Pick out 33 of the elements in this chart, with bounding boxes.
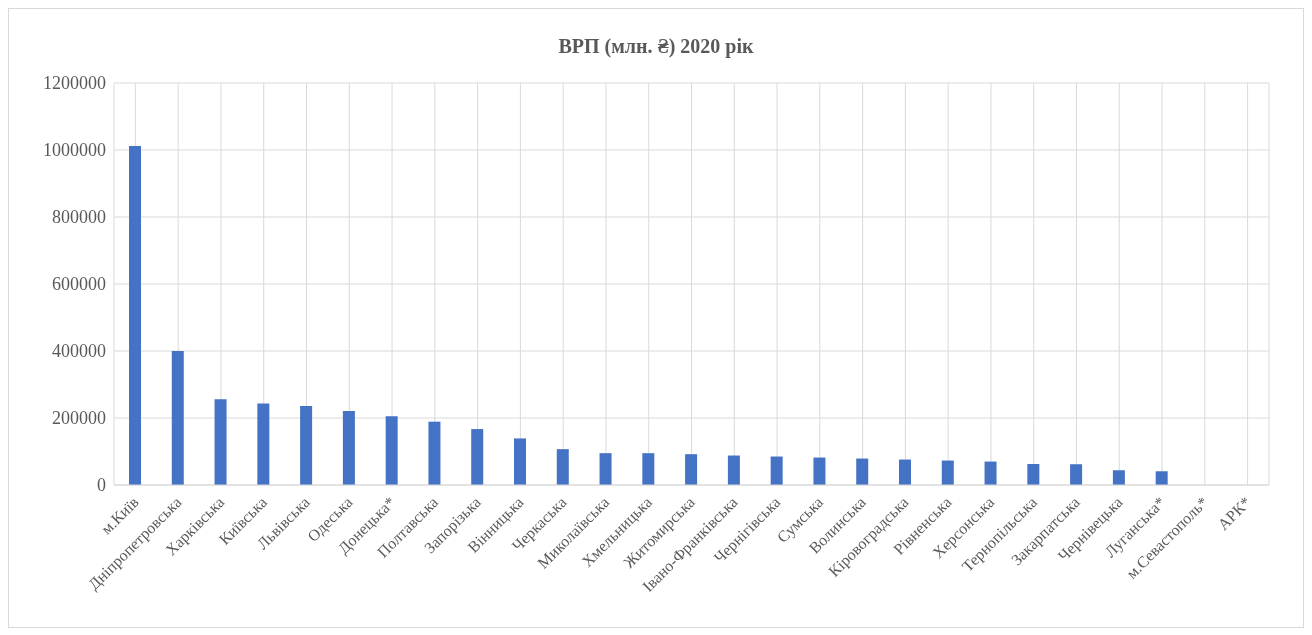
bar — [1070, 464, 1083, 485]
y-tick-label: 1000000 — [43, 140, 106, 161]
bar — [428, 421, 441, 485]
bar — [727, 455, 740, 485]
bar — [556, 449, 569, 485]
bar — [984, 461, 997, 485]
bar — [1155, 471, 1168, 485]
bar — [941, 460, 954, 485]
bar — [685, 454, 698, 485]
bar — [129, 145, 141, 485]
bar — [385, 416, 398, 485]
chart-title: ВРП (млн. ₴) 2020 рік — [557, 34, 755, 60]
bar — [471, 429, 484, 485]
bar — [1027, 463, 1040, 485]
bar — [642, 453, 655, 485]
bar — [214, 399, 227, 485]
bar — [770, 456, 783, 485]
bar — [899, 459, 911, 485]
bar — [813, 457, 826, 485]
bar — [257, 403, 270, 485]
bar — [1112, 470, 1125, 485]
bar — [300, 405, 313, 485]
y-tick-label: 1200000 — [43, 73, 106, 94]
y-tick-label: 200000 — [52, 408, 106, 429]
bar — [171, 351, 184, 485]
bar — [342, 410, 355, 485]
y-tick-label: 800000 — [52, 207, 106, 228]
y-tick-label: 400000 — [52, 341, 106, 362]
bar — [856, 458, 869, 485]
y-tick-label: 0 — [97, 475, 106, 496]
bar — [599, 453, 612, 485]
y-tick-label: 600000 — [52, 274, 106, 295]
bar — [514, 438, 526, 485]
